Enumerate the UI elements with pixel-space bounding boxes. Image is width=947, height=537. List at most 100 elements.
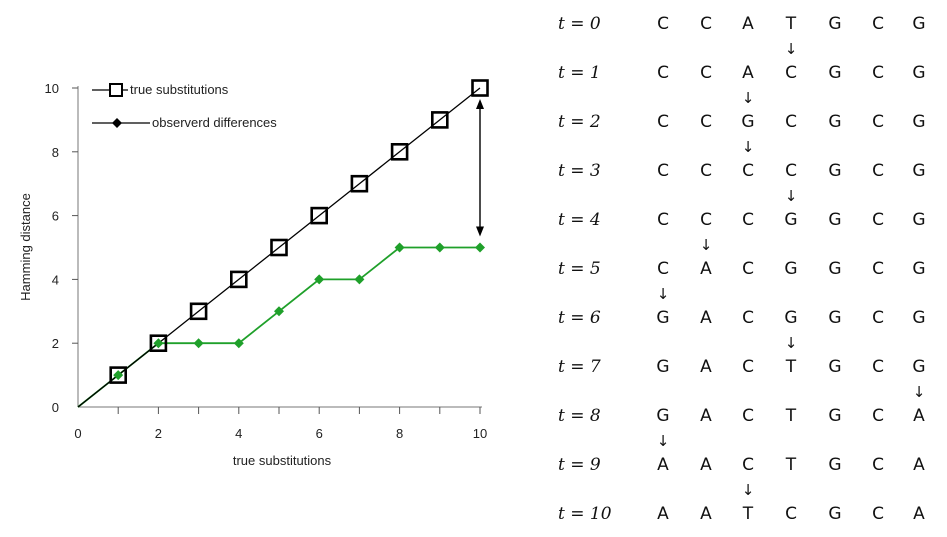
nucleotide-base: C — [742, 357, 754, 377]
y-tick-label: 10 — [45, 81, 59, 96]
time-step-label: t = 10 — [558, 504, 612, 524]
nucleotide-base: C — [742, 161, 754, 181]
y-tick-label: 2 — [52, 336, 59, 351]
time-step-label: t = 3 — [558, 161, 601, 181]
true-substitution-point — [471, 79, 489, 97]
nucleotide-base: A — [700, 308, 712, 328]
true-substitution-point — [270, 238, 288, 257]
time-step-label: t = 8 — [558, 406, 601, 426]
series-layer — [77, 79, 489, 408]
true-substitution-point — [149, 334, 168, 353]
nucleotide-base: C — [700, 63, 712, 83]
nucleotide-base: C — [657, 63, 669, 83]
nucleotide-base: C — [657, 259, 669, 279]
chart-axes — [77, 86, 482, 408]
nucleotide-base: A — [657, 455, 669, 475]
nucleotide-base: C — [742, 455, 754, 475]
observed-difference-point — [233, 338, 244, 349]
observed-difference-point — [475, 242, 485, 253]
observed-difference-point — [314, 274, 325, 285]
nucleotide-base: G — [784, 259, 798, 279]
nucleotide-base: C — [700, 210, 712, 230]
y-tick-label: 8 — [52, 145, 59, 160]
time-step-label: t = 1 — [558, 63, 601, 83]
mutation-arrow-icon: ↓ — [912, 383, 926, 401]
legend-diamond-marker — [112, 118, 122, 128]
x-tick-label: 4 — [235, 426, 242, 441]
nucleotide-base: C — [872, 357, 884, 377]
x-tick-label: 6 — [316, 426, 323, 441]
nucleotide-base: C — [657, 14, 669, 34]
chart-ticks: 0 2 4 6 8 10 0 2 4 6 8 10 — [45, 81, 488, 441]
difference-arrow — [476, 99, 484, 237]
nucleotide-base: C — [872, 455, 884, 475]
mutation-arrow-icon: ↓ — [784, 40, 798, 58]
y-tick-label: 0 — [52, 400, 59, 415]
true-substitution-point — [230, 270, 248, 289]
nucleotide-base: C — [872, 504, 884, 524]
x-tick-label: 2 — [155, 426, 162, 441]
nucleotide-base: G — [912, 161, 926, 181]
nucleotide-base: A — [700, 259, 712, 279]
legend-entry-observed-differences: observerd differences — [92, 115, 277, 130]
nucleotide-base: T — [785, 406, 797, 426]
nucleotide-base: G — [912, 357, 926, 377]
nucleotide-base: C — [742, 406, 754, 426]
series-line-true-substitutions — [77, 87, 481, 408]
legend-label: observerd differences — [152, 115, 277, 130]
true-substitution-point — [390, 143, 409, 161]
nucleotide-base: G — [828, 504, 842, 524]
true-substitution-point — [350, 174, 369, 193]
nucleotide-base: C — [872, 63, 884, 83]
x-axis-label: true substitutions — [233, 453, 332, 468]
nucleotide-base: C — [785, 504, 797, 524]
observed-difference-point — [394, 242, 405, 253]
nucleotide-base: G — [656, 406, 670, 426]
nucleotide-base: C — [872, 259, 884, 279]
observed-difference-point — [354, 274, 365, 285]
nucleotide-base: C — [742, 259, 754, 279]
chart-legend: true substitutions observerd differences — [92, 82, 277, 130]
observed-difference-point — [434, 242, 445, 253]
nucleotide-base: C — [742, 308, 754, 328]
nucleotide-base: A — [700, 357, 712, 377]
nucleotide-base: C — [785, 161, 797, 181]
nucleotide-base: A — [913, 504, 925, 524]
nucleotide-base: G — [912, 63, 926, 83]
mutation-arrow-icon: ↓ — [741, 138, 755, 156]
nucleotide-base: C — [872, 406, 884, 426]
nucleotide-base: G — [828, 14, 842, 34]
mutation-arrow-icon: ↓ — [784, 187, 798, 205]
nucleotide-base: C — [700, 112, 712, 132]
time-step-label: t = 2 — [558, 112, 601, 132]
legend-open-square-marker — [109, 83, 123, 97]
x-tick-label: 10 — [473, 426, 487, 441]
nucleotide-base: G — [656, 308, 670, 328]
nucleotide-base: G — [828, 357, 842, 377]
nucleotide-base: C — [872, 308, 884, 328]
mutation-arrow-icon: ↓ — [656, 432, 670, 450]
nucleotide-base: G — [912, 210, 926, 230]
time-step-label: t = 9 — [558, 455, 601, 475]
mutation-arrow-icon: ↓ — [699, 236, 713, 254]
true-substitution-point — [189, 302, 208, 321]
y-axis-label: Hamming distance — [18, 193, 33, 301]
nucleotide-base: G — [656, 357, 670, 377]
nucleotide-base: C — [657, 161, 669, 181]
nucleotide-base: G — [912, 14, 926, 34]
nucleotide-base: A — [913, 406, 925, 426]
time-step-label: t = 0 — [558, 14, 601, 34]
mutation-arrow-icon: ↓ — [784, 334, 798, 352]
nucleotide-base: G — [828, 455, 842, 475]
nucleotide-base: G — [912, 308, 926, 328]
nucleotide-base: G — [828, 112, 842, 132]
nucleotide-base: C — [785, 63, 797, 83]
nucleotide-base: C — [657, 112, 669, 132]
nucleotide-base: C — [785, 112, 797, 132]
nucleotide-base: G — [828, 63, 842, 83]
nucleotide-base: G — [784, 308, 798, 328]
nucleotide-base: G — [741, 112, 755, 132]
time-step-label: t = 6 — [558, 308, 601, 328]
mutation-arrow-icon: ↓ — [741, 89, 755, 107]
